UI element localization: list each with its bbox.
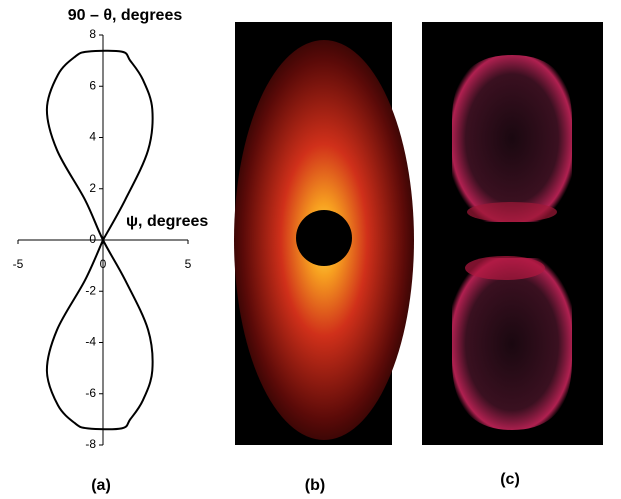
y-tick-label: -8 (85, 437, 96, 451)
panel-label: (c) (500, 471, 520, 488)
y-tick-label: -2 (85, 283, 96, 297)
y-tick-label: 4 (89, 130, 96, 144)
panel-label: (b) (305, 477, 325, 494)
x-axis-label: ψ, degrees (126, 213, 208, 230)
y-tick-label: -6 (85, 386, 96, 400)
image-b (234, 22, 414, 445)
x-tick-label: -5 (13, 257, 24, 271)
page: (a) (b) (c) 90 – θ, degrees ψ, degrees -… (0, 0, 621, 499)
y-tick-label: -4 (85, 335, 96, 349)
image-c (422, 22, 603, 445)
x-tick-label: 5 (185, 257, 192, 271)
y-tick-label: 0 (89, 232, 96, 246)
y-tick-label: 6 (89, 78, 96, 92)
y-tick-label: 8 (89, 27, 96, 41)
panel-label: (a) (91, 477, 111, 494)
x-tick-label: 0 (100, 257, 107, 271)
y-tick-label: 2 (89, 181, 96, 195)
figure: (a) (b) (c) 90 – θ, degrees ψ, degrees -… (0, 0, 621, 499)
y-axis-label: 90 – θ, degrees (68, 7, 183, 24)
